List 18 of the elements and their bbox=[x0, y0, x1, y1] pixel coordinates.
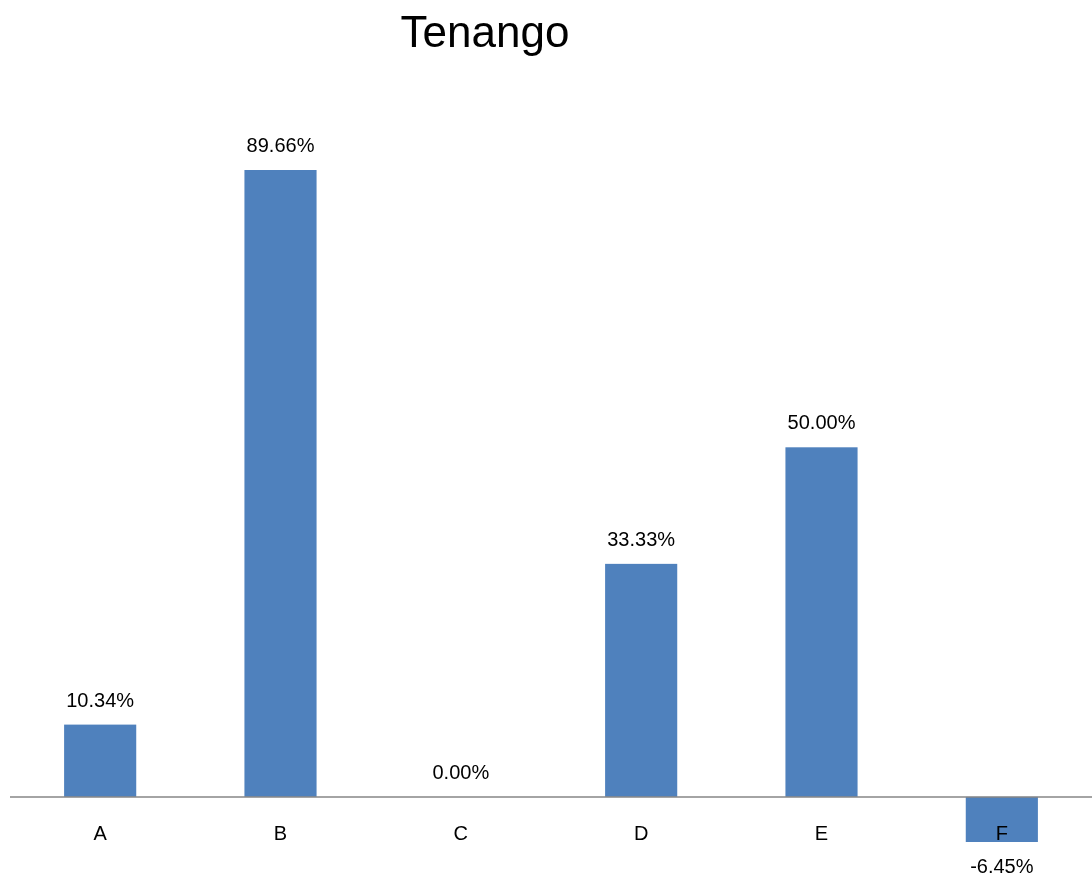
data-label: 10.34% bbox=[66, 688, 135, 711]
bar bbox=[605, 563, 678, 797]
bar bbox=[64, 724, 137, 797]
bar bbox=[965, 796, 1038, 842]
x-tick-label: D bbox=[633, 821, 649, 844]
bar bbox=[785, 447, 858, 797]
data-label: 89.66% bbox=[246, 134, 315, 156]
chart-title: Tenango bbox=[400, 7, 570, 56]
data-label: 0.00% bbox=[432, 760, 490, 783]
bar bbox=[244, 170, 317, 797]
x-tick-label: F bbox=[995, 821, 1008, 844]
data-label: -6.45% bbox=[970, 855, 1034, 877]
x-tick-label: B bbox=[273, 821, 288, 844]
data-label: 33.33% bbox=[607, 527, 676, 550]
x-tick-label: E bbox=[814, 821, 829, 844]
data-label: 50.00% bbox=[787, 411, 856, 434]
x-tick-label: C bbox=[453, 821, 469, 844]
x-tick-label: A bbox=[93, 821, 108, 844]
